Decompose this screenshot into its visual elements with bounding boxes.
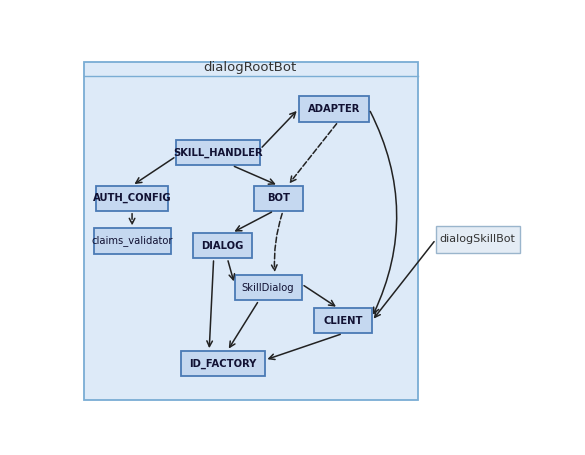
FancyBboxPatch shape	[181, 351, 264, 376]
FancyBboxPatch shape	[84, 61, 418, 399]
FancyBboxPatch shape	[299, 96, 369, 121]
FancyBboxPatch shape	[253, 186, 304, 211]
Text: ADAPTER: ADAPTER	[308, 104, 360, 114]
FancyBboxPatch shape	[314, 308, 372, 334]
Text: claims_validator: claims_validator	[91, 236, 173, 247]
Text: SKILL_HANDLER: SKILL_HANDLER	[173, 147, 263, 158]
Text: AUTH_CONFIG: AUTH_CONFIG	[93, 193, 171, 203]
FancyBboxPatch shape	[94, 228, 171, 253]
Text: DIALOG: DIALOG	[202, 241, 244, 251]
Text: dialogRootBot: dialogRootBot	[204, 61, 297, 74]
Text: CLIENT: CLIENT	[323, 316, 363, 326]
FancyBboxPatch shape	[176, 140, 260, 165]
FancyBboxPatch shape	[235, 275, 302, 300]
Text: SkillDialog: SkillDialog	[242, 283, 294, 293]
Text: BOT: BOT	[267, 193, 290, 203]
Text: ID_FACTORY: ID_FACTORY	[189, 359, 256, 369]
Text: dialogSkillBot: dialogSkillBot	[440, 234, 516, 244]
FancyBboxPatch shape	[96, 186, 168, 211]
FancyBboxPatch shape	[193, 233, 252, 258]
FancyBboxPatch shape	[436, 226, 519, 253]
